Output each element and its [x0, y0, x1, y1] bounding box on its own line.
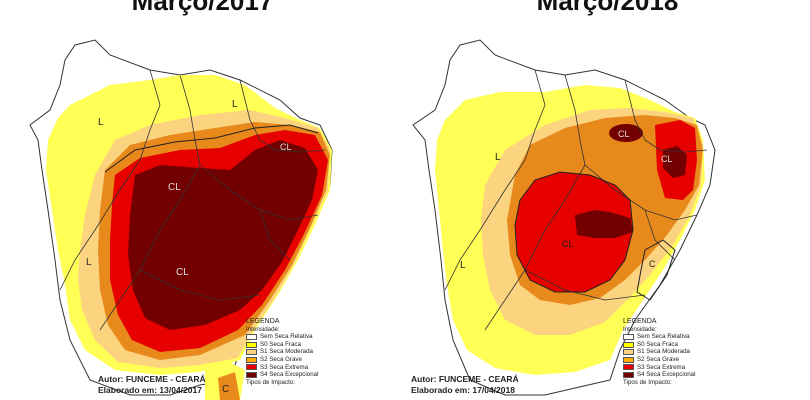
legend-row: S2 Seca Grave [623, 356, 695, 364]
label-l-1: L [495, 152, 501, 163]
legend-row: S3 Seca Extrema [246, 364, 318, 372]
legend-row: S4 Seca Excepcional [623, 371, 695, 379]
legend-row: S1 Seca Moderada [623, 348, 695, 356]
legend-row: Sem Seca Relativa [246, 333, 318, 341]
legend-row: S0 Seca Fraca [246, 341, 318, 349]
legend-row: S2 Seca Grave [246, 356, 318, 364]
map-panel-2018: Março/2018 L CL CL [405, 0, 810, 400]
drought-map-2018: L CL CL CL L C [412, 39, 716, 396]
zone-s4-small [609, 124, 643, 142]
label-c-1: C [222, 384, 229, 395]
label-l-2: L [232, 99, 238, 110]
map-panel-2017: Março/2017 L L CL CL L [29, 0, 333, 400]
zone-s3 [515, 172, 633, 292]
label-cl-3: CL [176, 267, 189, 278]
state-borders [444, 69, 708, 331]
label-cl-1: CL [168, 182, 181, 193]
impact-outline-c [636, 239, 676, 301]
zone-c-orange [218, 372, 240, 400]
label-cl-3: CL [562, 239, 574, 249]
impact-outline-central [514, 171, 634, 293]
label-c-1: C [649, 259, 656, 269]
drought-map-2017: L L CL CL L CL C [29, 39, 333, 400]
legend-2018: LEGENDA Intensidade: Sem Seca Relativa S… [623, 318, 696, 386]
label-l-2: L [460, 260, 466, 271]
panel-divider [404, 0, 406, 400]
map-title: Março/2017 [131, 0, 274, 16]
label-cl-2: CL [280, 142, 292, 152]
label-l-1: L [98, 117, 104, 128]
state-borders [59, 69, 326, 331]
map-title: Março/2018 [536, 0, 679, 16]
legend-row: S1 Seca Moderada [246, 348, 318, 356]
label-l-3: L [86, 257, 92, 268]
legend-row: S4 Seca Excepcional [246, 371, 318, 379]
zone-s4 [128, 140, 318, 330]
label-cl-1: CL [618, 129, 630, 139]
author-block: Autor: FUNCEME - CEARÁ Elaborado em: 17/… [411, 374, 519, 395]
legend-row: S3 Seca Extrema [623, 364, 695, 372]
label-cl-2: CL [661, 154, 673, 164]
legend-row: S0 Seca Fraca [623, 341, 695, 349]
impact-outline [104, 124, 319, 173]
legend-2017: LEGENDA Intensidade: Sem Seca Relativa S… [246, 318, 319, 386]
author-block: Autor: FUNCEME - CEARÁ Elaborado em: 13/… [98, 374, 206, 395]
legend-row: Sem Seca Relativa [623, 333, 695, 341]
zone-s4-tr [663, 146, 687, 178]
zone-s4 [575, 210, 633, 238]
